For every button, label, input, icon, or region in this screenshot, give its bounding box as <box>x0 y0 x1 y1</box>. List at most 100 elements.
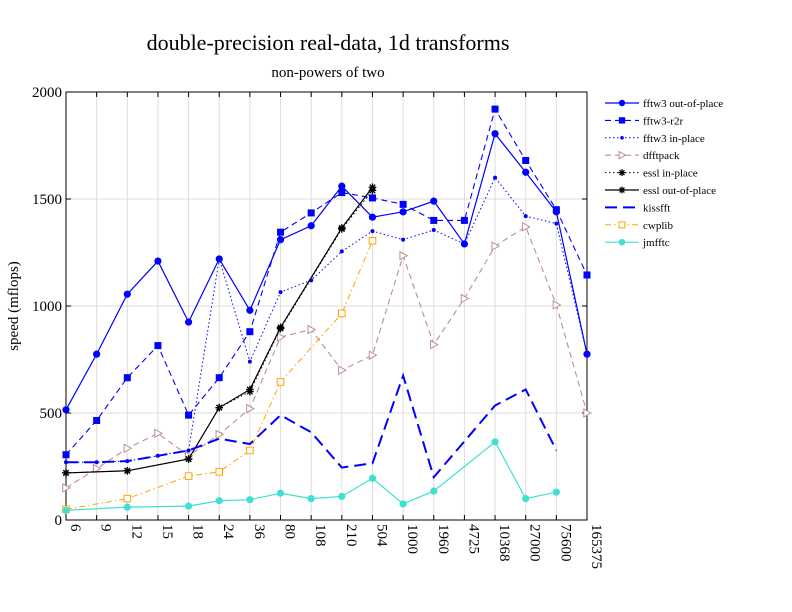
data-point <box>368 194 376 202</box>
y-axis-label: speed (mflops) <box>6 261 22 351</box>
data-point <box>123 290 131 298</box>
legend-item-fftw3-out-of-place: fftw3 out-of-place <box>605 98 723 110</box>
data-point <box>154 428 163 439</box>
data-point <box>276 332 286 342</box>
data-point <box>276 489 285 497</box>
series-line <box>65 190 373 474</box>
data-point <box>460 293 470 304</box>
legend-marker <box>618 238 626 246</box>
data-point <box>552 206 560 214</box>
x-tick-label: 18 <box>190 524 206 539</box>
x-tick-label: 6 <box>67 524 83 532</box>
data-point <box>338 492 346 501</box>
legend-marker <box>620 136 624 140</box>
data-point <box>246 496 254 504</box>
series-dfftpack <box>62 221 593 493</box>
series-line <box>65 240 373 510</box>
data-point <box>491 438 499 446</box>
data-point <box>523 214 528 219</box>
data-point <box>277 228 285 236</box>
x-tick-label: 504 <box>373 524 389 547</box>
y-tick-label: 1500 <box>32 192 62 208</box>
data-point <box>246 306 254 314</box>
series-line <box>65 226 588 489</box>
y-tick-label: 2000 <box>32 85 62 101</box>
x-tick-label: 12 <box>128 524 144 539</box>
grid <box>65 91 588 521</box>
legend-marker <box>618 99 626 107</box>
data-point <box>246 446 254 455</box>
legend-label: dfftpack <box>643 150 680 162</box>
series-fftw3-in-place <box>64 175 589 465</box>
series-kissfft <box>66 372 558 480</box>
y-tick-label: 0 <box>55 513 63 529</box>
data-point <box>215 429 225 440</box>
data-point <box>522 495 530 503</box>
data-point <box>246 328 254 336</box>
data-point <box>491 241 501 251</box>
data-point <box>399 200 407 208</box>
data-point <box>154 257 162 265</box>
data-point <box>307 495 315 503</box>
data-point <box>246 385 254 394</box>
legend-label: fftw3 in-place <box>643 133 705 145</box>
data-point <box>401 237 406 242</box>
x-tick-label: 108 <box>312 524 328 547</box>
series-line <box>66 176 588 463</box>
data-point <box>462 241 467 246</box>
legend-item-essl-out-of-place: essl out-of-place <box>605 185 716 197</box>
series-line <box>65 107 588 456</box>
data-point <box>493 175 498 180</box>
data-point <box>460 216 468 224</box>
x-tick-label: 15 <box>159 524 175 539</box>
data-point <box>123 374 131 382</box>
legend-marker <box>618 117 626 124</box>
data-point <box>276 323 285 332</box>
data-point <box>338 182 346 190</box>
x-tick-label: 9 <box>98 524 114 532</box>
data-point <box>491 105 499 113</box>
data-point <box>338 365 347 376</box>
legend-marker <box>618 221 626 229</box>
data-point <box>93 350 101 358</box>
data-point <box>338 224 346 232</box>
star-stroke <box>62 469 70 477</box>
chart-subtitle: non-powers of two <box>271 65 384 81</box>
data-point <box>554 221 559 226</box>
data-point <box>215 468 224 476</box>
data-point <box>93 416 101 424</box>
series-cwplib <box>62 236 377 514</box>
data-point <box>338 189 346 197</box>
data-point <box>399 208 407 216</box>
series-fftw3-r2r <box>62 105 591 459</box>
data-point <box>368 474 377 482</box>
star-stroke <box>185 455 192 463</box>
data-point <box>430 487 438 495</box>
data-point <box>368 236 377 245</box>
data-point <box>368 213 377 221</box>
legend-label: fftw3-r2r <box>643 115 683 127</box>
x-tick-label: 1960 <box>435 524 451 554</box>
data-point <box>278 290 283 295</box>
chart-title: double-precision real-data, 1d transform… <box>147 30 510 55</box>
data-point <box>583 271 591 279</box>
legend-item-kissfft: kissfft <box>605 202 670 214</box>
legend-item-essl-in-place: essl in-place <box>605 168 698 180</box>
data-point <box>217 256 222 261</box>
data-point <box>552 300 562 310</box>
data-point <box>62 483 72 493</box>
x-tick-label: 4725 <box>465 524 481 554</box>
data-point <box>215 403 224 412</box>
legend-item-cwplib: cwplib <box>605 220 673 232</box>
data-point <box>307 209 315 217</box>
x-tick-label: 1000 <box>404 524 420 554</box>
star-stroke <box>619 187 625 193</box>
ticks: 0 500 1000 1500 2000 6 9 12 15 18 24 36 80 108 210 504 1… <box>32 85 604 569</box>
legend-item-jmfftc: jmfftc <box>605 237 670 249</box>
data-point <box>154 342 162 350</box>
data-point <box>431 228 436 233</box>
legend-marker <box>618 169 626 177</box>
star-stroke <box>216 404 223 411</box>
legend-item-dfftpack: dfftpack <box>605 150 680 162</box>
